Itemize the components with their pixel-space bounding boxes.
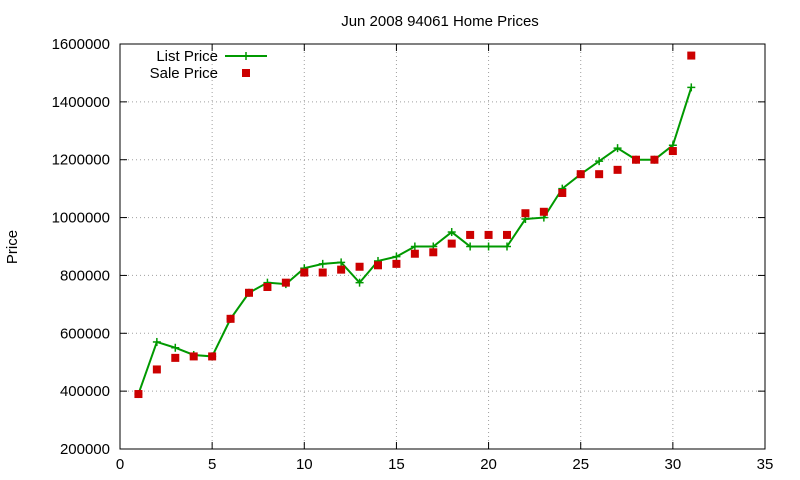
legend-square-marker (242, 69, 250, 77)
x-tick-label: 10 (296, 456, 313, 473)
legend-label: Sale Price (150, 65, 218, 82)
sale-price-point (447, 239, 456, 248)
x-tick-label: 30 (665, 456, 682, 473)
list-price-point (152, 337, 161, 346)
sale-price-point (318, 268, 327, 277)
y-tick-label: 600000 (60, 325, 110, 342)
sale-price-point (134, 390, 143, 399)
y-tick-label: 1600000 (52, 36, 110, 53)
y-tick-label: 400000 (60, 383, 110, 400)
x-tick-label: 25 (572, 456, 589, 473)
y-tick-label: 1000000 (52, 210, 110, 227)
list-price-point (447, 228, 456, 237)
list-price-point (355, 278, 364, 287)
sale-price-point (263, 283, 272, 291)
series-layer (134, 51, 696, 399)
plot-border (119, 43, 766, 450)
sale-price-point (392, 259, 401, 268)
sale-price-point (650, 155, 659, 164)
list-price-point (318, 259, 327, 268)
sale-price-point (687, 51, 696, 60)
sale-price-point (152, 365, 161, 374)
sale-price-point (466, 230, 475, 239)
list-price-point (613, 144, 622, 153)
list-price-point (466, 242, 475, 251)
list-price-point (484, 242, 493, 251)
y-tick-label: 800000 (60, 267, 110, 284)
sale-price-point (226, 314, 235, 323)
list-price-point (392, 252, 401, 261)
sale-price-point (484, 230, 493, 239)
sale-price-point (171, 353, 180, 362)
sale-price-point (429, 248, 438, 257)
sale-price-point (576, 170, 585, 179)
sale-price-point (595, 170, 604, 179)
sale-price-point (613, 165, 622, 174)
sale-price-point (539, 207, 548, 216)
list-price-point (687, 83, 696, 92)
y-tick-label: 1200000 (52, 152, 110, 169)
sale-price-point (410, 249, 419, 258)
list-price-point (410, 242, 419, 251)
legend-label: List Price (156, 48, 218, 65)
x-tick-label: 15 (388, 456, 405, 473)
y-axis-label: Price (4, 230, 21, 264)
series-sale-price (134, 51, 696, 399)
sale-price-point (355, 262, 364, 271)
sale-price-point (300, 268, 309, 277)
sale-price-point (208, 352, 217, 361)
sale-price-point (668, 147, 677, 156)
x-tick-label: 20 (480, 456, 497, 473)
grid-layer (120, 44, 765, 449)
sale-price-point (558, 188, 567, 197)
chart-title: Jun 2008 94061 Home Prices (341, 13, 539, 30)
x-tick-label: 0 (116, 456, 124, 473)
list-price-point (337, 258, 346, 267)
y-tick-label: 1400000 (52, 94, 110, 111)
x-tick-label: 35 (757, 456, 774, 473)
x-tick-label: 5 (208, 456, 216, 473)
list-price-line (137, 87, 693, 395)
list-price-point (595, 157, 604, 166)
list-price-point (503, 242, 511, 251)
sale-price-point (503, 230, 511, 239)
list-price-point (171, 343, 180, 352)
sale-price-point (281, 278, 290, 287)
y-tick-label: 200000 (60, 441, 110, 458)
sale-price-point (189, 352, 198, 361)
sale-price-point (521, 209, 530, 218)
axes-layer: 0 5 10 15 20 25 30 35 200000 400000 600000 800000 10… (52, 36, 774, 473)
sale-price-point (245, 288, 253, 297)
sale-price-point (374, 261, 382, 270)
sale-price-point (632, 155, 640, 164)
legend-cross-marker (242, 52, 250, 60)
sale-price-point (337, 265, 346, 274)
series-list-price (134, 83, 696, 399)
